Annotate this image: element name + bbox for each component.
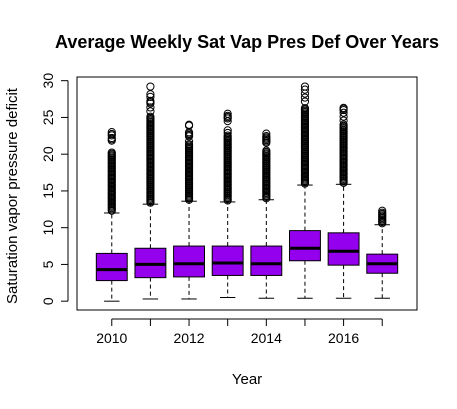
box-2017 xyxy=(367,207,398,298)
x-tick-label: 2012 xyxy=(173,330,204,346)
box-2010 xyxy=(96,129,127,302)
y-axis-label: Saturation vapor pressure deficit xyxy=(4,87,21,304)
outliers xyxy=(379,207,386,227)
box-2014 xyxy=(251,130,282,298)
iqr-box xyxy=(290,231,321,261)
outliers xyxy=(224,110,231,204)
outliers xyxy=(263,130,270,202)
y-tick-label: 15 xyxy=(40,183,56,199)
outlier-point xyxy=(147,83,154,90)
iqr-box xyxy=(328,233,359,265)
iqr-box xyxy=(251,246,282,275)
iqr-box xyxy=(96,253,127,280)
y-tick-label: 5 xyxy=(40,260,56,268)
box-2011 xyxy=(135,83,166,299)
y-tick-label: 10 xyxy=(40,220,56,236)
box-2016 xyxy=(328,104,359,298)
plot-frame xyxy=(77,77,417,310)
y-tick-label: 25 xyxy=(40,109,56,125)
chart-title: Average Weekly Sat Vap Pres Def Over Yea… xyxy=(55,32,439,52)
x-tick-label: 2010 xyxy=(96,330,127,346)
x-axis: 2010 2012 2014 2016 xyxy=(96,319,382,346)
outliers xyxy=(108,129,115,215)
x-axis-label: Year xyxy=(232,371,262,388)
outliers xyxy=(301,83,308,187)
y-tick-label: 0 xyxy=(40,297,56,305)
outliers xyxy=(340,104,347,186)
box-2012 xyxy=(174,121,205,299)
box-2013 xyxy=(212,110,243,297)
outliers xyxy=(185,121,192,203)
y-axis: 0 5 10 15 20 25 30 xyxy=(40,73,68,305)
y-tick-label: 20 xyxy=(40,146,56,162)
iqr-box xyxy=(212,246,243,275)
x-tick-label: 2014 xyxy=(251,330,282,346)
y-tick-label: 30 xyxy=(40,73,56,89)
box-2015 xyxy=(290,83,321,298)
boxes-layer xyxy=(96,83,397,301)
iqr-box xyxy=(174,246,205,277)
outliers xyxy=(147,83,154,206)
x-tick-label: 2016 xyxy=(328,330,359,346)
